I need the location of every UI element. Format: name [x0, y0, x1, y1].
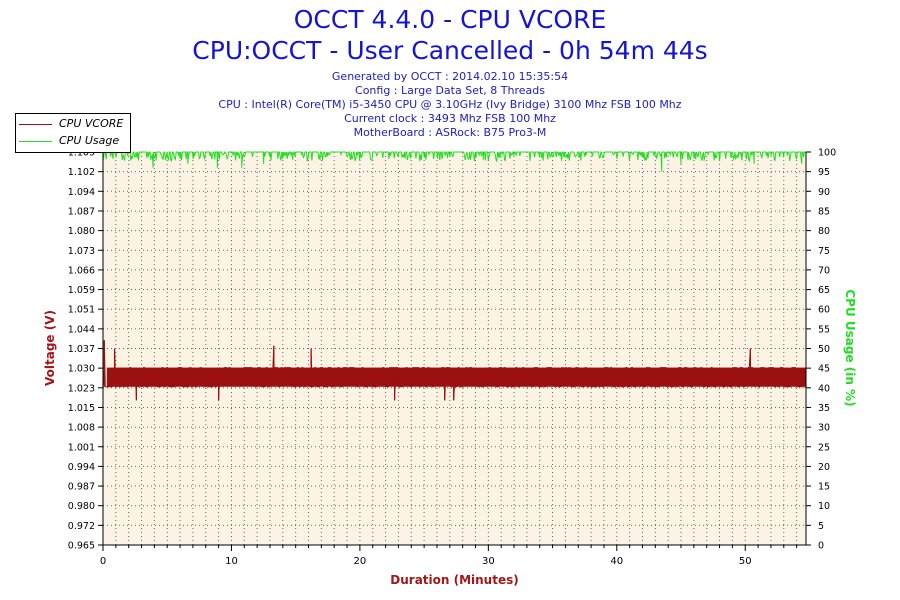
y-tick-label: 0.972: [68, 521, 95, 532]
y-tick-label: 1.087: [68, 206, 95, 217]
y2-tick-label: 70: [818, 265, 830, 276]
y-tick-label: 0.980: [68, 501, 95, 512]
y-axis-title: Voltage (V): [43, 310, 57, 386]
y-tick-label: 1.080: [68, 226, 95, 237]
chart-title: OCCT 4.4.0 - CPU VCORE: [293, 5, 607, 34]
chart-subtitle: CPU:OCCT - User Cancelled - 0h 54m 44s: [192, 36, 708, 65]
y-tick-label: 1.044: [68, 324, 95, 335]
x-tick-label: 50: [739, 556, 752, 567]
legend-swatch-usage: [19, 141, 52, 142]
y-tick-label: 1.015: [68, 403, 95, 414]
y-tick-label: 1.066: [68, 265, 95, 276]
y2-tick-label: 30: [818, 423, 830, 434]
y2-tick-label: 50: [818, 344, 830, 355]
y2-tick-label: 45: [818, 364, 830, 375]
y-tick-label: 1.059: [68, 285, 95, 296]
y-tick-label: 1.102: [68, 167, 95, 178]
y-tick-label: 1.001: [68, 442, 95, 453]
legend-swatch-vcore: [19, 124, 52, 125]
y-tick-label: 1.073: [68, 246, 95, 257]
x-tick-label: 30: [482, 556, 495, 567]
info-config: Config : Large Data Set, 8 Threads: [355, 84, 545, 97]
y2-tick-label: 85: [818, 206, 830, 217]
legend-item-vcore: CPU VCORE: [19, 116, 129, 132]
y2-tick-label: 80: [818, 226, 830, 237]
y2-tick-label: 55: [818, 324, 830, 335]
y2-tick-label: 5: [818, 521, 824, 532]
info-clock: Current clock : 3493 Mhz FSB 100 Mhz: [344, 112, 556, 125]
legend-item-usage: CPU Usage: [19, 133, 129, 149]
y2-tick-label: 25: [818, 442, 830, 453]
plot-area: [103, 152, 806, 545]
info-generated: Generated by OCCT : 2014.02.10 15:35:54: [331, 70, 569, 83]
y2-tick-label: 20: [818, 462, 830, 473]
series-line-usage: [102, 150, 806, 172]
y-tick-label: 0.987: [68, 482, 95, 493]
y-tick-label: 1.037: [68, 344, 95, 355]
y2-tick-label: 90: [818, 187, 830, 198]
y2-tick-label: 75: [818, 246, 830, 257]
y2-tick-label: 60: [818, 305, 830, 316]
info-cpu: CPU : Intel(R) Core(TM) i5-3450 CPU @ 3.…: [218, 98, 682, 111]
y-tick-label: 1.030: [68, 364, 95, 375]
y2-tick-label: 65: [818, 285, 830, 296]
x-tick-label: 40: [610, 556, 623, 567]
legend-label-usage: CPU Usage: [59, 134, 120, 147]
y2-tick-label: 40: [818, 383, 830, 394]
x-tick-label: 0: [100, 556, 106, 567]
y-tick-label: 0.994: [68, 462, 95, 473]
y2-tick-label: 15: [818, 482, 830, 493]
y-tick-label: 0.965: [68, 541, 95, 552]
y-tick-label: 1.008: [68, 423, 95, 434]
y2-tick-label: 95: [818, 167, 830, 178]
y-tick-label: 1.023: [68, 383, 95, 394]
x-tick-label: 10: [225, 556, 238, 567]
y-tick-label: 1.094: [68, 187, 95, 198]
x-axis-title: Duration (Minutes): [390, 573, 518, 587]
info-motherboard: MotherBoard : ASRock: B75 Pro3-M: [353, 126, 547, 139]
legend-label-vcore: CPU VCORE: [59, 117, 124, 130]
y2-tick-label: 35: [818, 403, 830, 414]
y2-tick-label: 0: [818, 541, 824, 552]
y2-tick-label: 100: [818, 148, 836, 159]
y-tick-label: 1.109: [68, 148, 95, 159]
x-tick-label: 20: [354, 556, 367, 567]
y-tick-label: 1.051: [68, 305, 95, 316]
legend: CPU VCORE CPU Usage: [15, 113, 131, 153]
y2-axis-title: CPU Usage (in %): [843, 289, 857, 406]
y2-tick-label: 10: [818, 501, 830, 512]
